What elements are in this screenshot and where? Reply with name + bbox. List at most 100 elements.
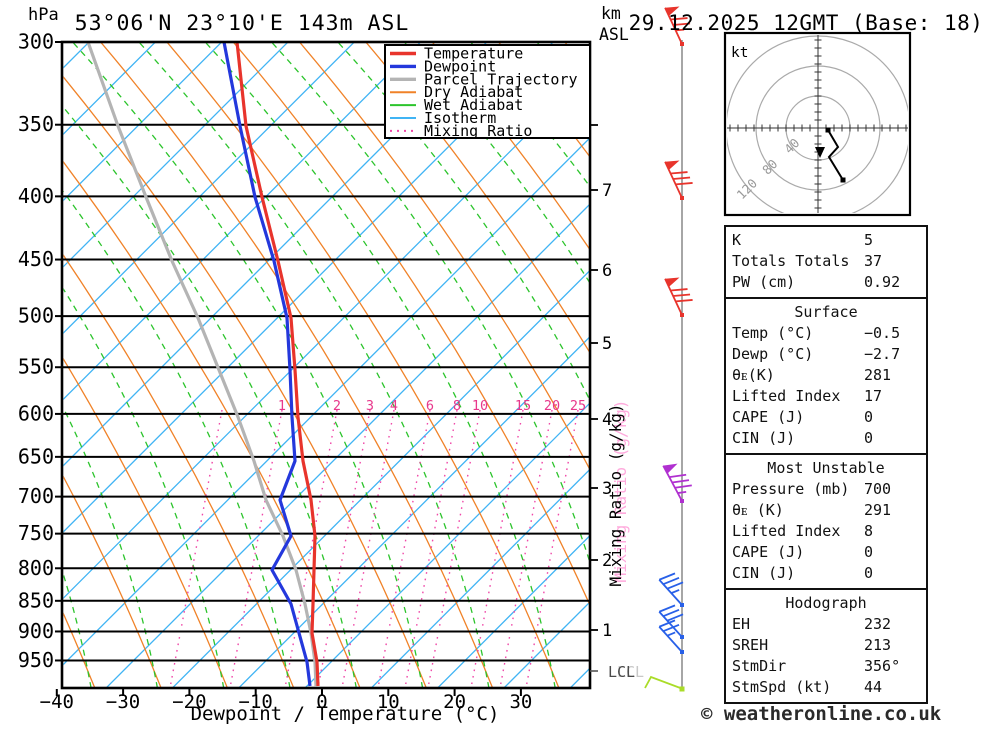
km-tick-label: 2 <box>602 551 612 571</box>
legend-label: Temperature <box>424 45 523 63</box>
pressure-tick-label: 550 <box>18 355 54 379</box>
temp-tick-label: −40 <box>40 691 74 713</box>
stat-value: 5 <box>864 231 874 249</box>
temp-tick-label: −30 <box>106 691 140 713</box>
stat-row: CIN (J) 0 <box>732 428 920 449</box>
pressure-unit-label: hPa <box>28 5 59 25</box>
stat-value: 356° <box>864 657 901 675</box>
stat-row: CAPE (J) 0 <box>732 542 920 563</box>
sounding-curves <box>86 43 320 687</box>
mixing-ratio-tick-label: 8 <box>453 398 461 414</box>
pressure-tick-label: 750 <box>18 521 54 545</box>
stat-row: θᴇ(K) 281 <box>732 365 920 386</box>
lcl-label-ghost: LCL <box>617 663 644 681</box>
watermark: © weatheronline.co.uk <box>701 703 942 725</box>
km-tick-label: 7 <box>602 181 612 201</box>
indices-section: Most Unstable Pressure (mb) 700 θᴇ (K) 291 Li… <box>724 453 928 590</box>
stat-row: CIN (J) 0 <box>732 563 920 584</box>
datetime-label: 29.12.2025 12GMT (Base: 18) <box>629 11 984 35</box>
stat-row: CAPE (J) 0 <box>732 407 920 428</box>
stat-value: 0 <box>864 564 874 582</box>
km-tick-label: 3 <box>602 479 612 499</box>
km-axis: 7 6 5 4 3 2 1 <box>590 124 612 672</box>
legend-label: Mixing Ratio <box>424 122 532 140</box>
legend-label: Wet Adiabat <box>424 96 523 114</box>
stat-value: 0 <box>864 543 874 561</box>
mixing-ratio-tick-label: 10 <box>472 398 488 414</box>
indices-section: Surface Temp (°C) −0.5 Dewp (°C) −2.7 θᴇ(K) 28… <box>724 297 928 455</box>
stat-label: CAPE (J) <box>732 408 805 426</box>
wind-barb <box>658 619 684 654</box>
stat-row: StmDir 356° <box>732 656 920 677</box>
stat-value: 17 <box>864 387 883 405</box>
altitude-unit-km: km <box>601 4 621 23</box>
mixing-ratio-tick-label: 25 <box>570 398 586 414</box>
pressure-tick-label: 600 <box>18 401 54 425</box>
stat-label: CIN (J) <box>732 564 796 582</box>
stat-row: Lifted Index 17 <box>732 386 920 407</box>
pressure-tick-label: 350 <box>18 112 54 136</box>
indices-section: Hodograph EH 232 SREH 213 StmDir 356° StmSpd (k… <box>724 588 928 704</box>
stat-value: 0 <box>864 408 874 426</box>
stat-label: Pressure (mb) <box>732 480 850 498</box>
pressure-tick-label: 700 <box>18 484 54 508</box>
stat-label: StmDir <box>732 657 787 675</box>
km-tick-label: 5 <box>602 334 612 354</box>
stat-label: Totals Totals <box>732 252 850 270</box>
pressure-tick-label: 450 <box>18 247 54 271</box>
pressure-tick-label: 900 <box>18 619 54 643</box>
stat-value: 0 <box>864 429 874 447</box>
lcl-label: LCL <box>608 663 635 681</box>
stat-label: Temp (°C) <box>732 324 814 342</box>
mixing-ratio-tick-label: 1 <box>278 398 286 414</box>
temp-tick-label: 10 <box>377 691 400 713</box>
km-tick-label: 4 <box>602 410 612 430</box>
temp-tick-label: 20 <box>443 691 466 713</box>
stat-value: 232 <box>864 615 892 633</box>
stat-value: −0.5 <box>864 324 901 342</box>
wind-barb <box>658 572 684 607</box>
stat-row: Dewp (°C) −2.7 <box>732 344 920 365</box>
stat-row: PW (cm) 0.92 <box>732 272 920 293</box>
indices-section-title: Most Unstable <box>767 459 885 477</box>
wind-barb <box>664 277 693 317</box>
wind-barb <box>644 675 685 692</box>
mixing-ratio-tick-label: 2 <box>333 398 341 414</box>
pressure-tick-label: 850 <box>18 588 54 612</box>
stat-row: Pressure (mb) 700 <box>732 479 920 500</box>
km-tick-label: 1 <box>602 621 612 641</box>
legend-label: Dry Adiabat <box>424 83 523 101</box>
hodograph-unit-label: kt <box>731 45 748 61</box>
stat-row: StmSpd (kt) 44 <box>732 677 920 698</box>
stat-label: SREH <box>732 636 769 654</box>
temp-tick-label: −10 <box>239 691 273 713</box>
wind-barb <box>662 463 692 503</box>
wind-barb <box>664 160 693 200</box>
stat-value: 291 <box>864 501 892 519</box>
temp-tick-label: −20 <box>172 691 206 713</box>
stat-value: 213 <box>864 636 892 654</box>
stat-label: CAPE (J) <box>732 543 805 561</box>
mixing-ratio-tick-label: 15 <box>515 398 531 414</box>
stat-value: 44 <box>864 678 883 696</box>
stat-row: Lifted Index 8 <box>732 521 920 542</box>
temperature-axis: −40 −30 −20 −10 0 10 20 30 <box>40 689 532 713</box>
temperature-curve <box>235 43 320 687</box>
pressure-tick-label: 800 <box>18 556 54 580</box>
stat-row: θᴇ (K) 291 <box>732 500 920 521</box>
indices-section-title: Surface <box>794 303 858 321</box>
temp-tick-label: 30 <box>509 691 532 713</box>
stat-value: 700 <box>864 480 892 498</box>
mixing-ratio-value-labels: 1 2 3 4 6 8 10 15 20 25 <box>278 398 586 414</box>
stat-label: EH <box>732 615 751 633</box>
stat-value: 37 <box>864 252 883 270</box>
stat-value: 0.92 <box>864 273 901 291</box>
pressure-tick-label: 500 <box>18 304 54 328</box>
indices-section-title: Hodograph <box>785 594 867 612</box>
km-tick-label: 6 <box>602 261 612 281</box>
stat-value: −2.7 <box>864 345 901 363</box>
pressure-axis-labels: 300 350 400 450 500 550 600 650 700 750 800 850 900 9… <box>18 30 54 672</box>
